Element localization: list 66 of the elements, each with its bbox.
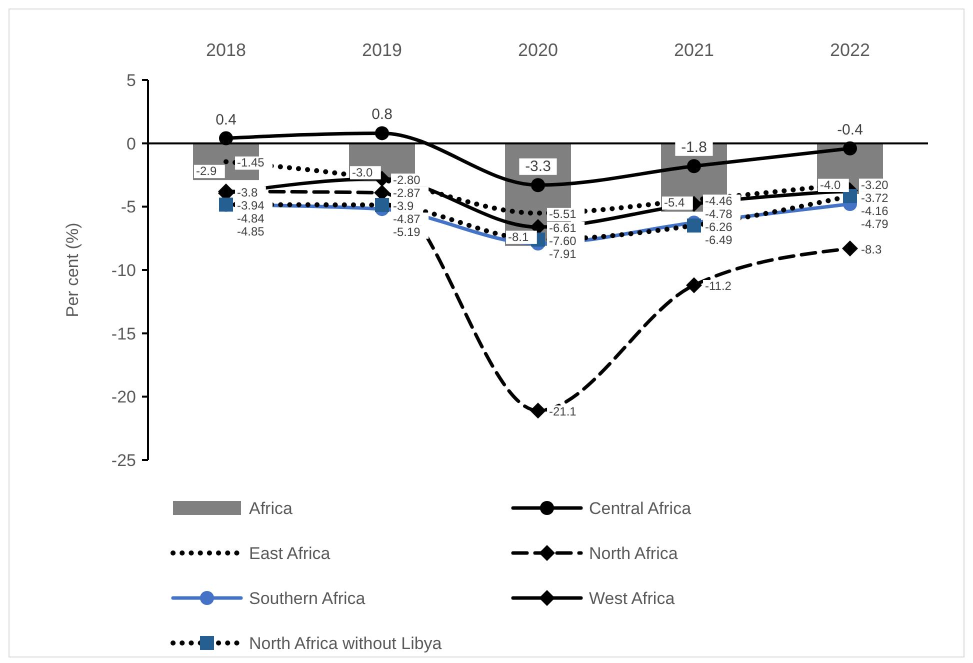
- data-label: -3.72: [861, 190, 889, 205]
- data-label: -4.84: [237, 211, 265, 226]
- data-label: -2.9: [196, 164, 218, 178]
- data-label: -8.1: [508, 230, 530, 244]
- x-tick-label: 2019: [362, 40, 402, 60]
- point: [219, 131, 233, 146]
- data-label: -3.8: [237, 185, 258, 200]
- y-tick-label: -25: [111, 451, 136, 470]
- data-label: -4.46: [705, 194, 733, 208]
- legend-label: Central Africa: [589, 499, 692, 518]
- point: [687, 218, 701, 233]
- legend-label: North Africa without Libya: [249, 634, 442, 653]
- y-tick-label: -20: [111, 388, 136, 407]
- data-label: -21.1: [549, 404, 577, 419]
- point: [375, 126, 389, 140]
- point: [375, 198, 389, 212]
- point: [687, 159, 701, 174]
- data-label: -4.78: [705, 206, 733, 221]
- point: [531, 178, 545, 192]
- data-label: -8.3: [861, 242, 882, 256]
- data-label: -7.91: [549, 247, 577, 262]
- x-tick-label: 2020: [518, 40, 558, 60]
- point: [843, 141, 857, 156]
- data-label: -3.20: [861, 178, 889, 192]
- data-label: -3.3: [525, 158, 551, 176]
- data-label: -3.94: [237, 198, 265, 212]
- data-label: -0.4: [837, 121, 863, 138]
- data-label: -4.79: [861, 216, 889, 231]
- point: [530, 402, 546, 419]
- data-label: -3.0: [352, 165, 374, 180]
- x-tick-label: 2018: [206, 40, 246, 60]
- data-label: -3.9: [393, 198, 414, 213]
- point: [842, 240, 858, 256]
- data-label: -1.8: [681, 139, 707, 156]
- y-tick-label: -5: [120, 198, 136, 217]
- data-label: 0.4: [216, 111, 236, 128]
- data-label: -2.80: [393, 172, 421, 187]
- y-tick-label: 0: [126, 134, 136, 154]
- x-tick-label: 2021: [674, 40, 714, 60]
- data-label: -5.4: [664, 196, 686, 210]
- legend-label: Africa: [249, 499, 293, 518]
- data-label: -4.16: [861, 204, 889, 218]
- data-label: -2.87: [393, 186, 421, 200]
- legend-label: North Africa: [589, 544, 678, 563]
- data-label: 0.8: [372, 106, 392, 124]
- data-label: -4.85: [237, 224, 265, 238]
- data-label: -6.26: [705, 220, 733, 234]
- data-label: -4.0: [820, 178, 842, 192]
- y-tick-label: -10: [111, 261, 136, 280]
- legend-label: West Africa: [589, 589, 676, 608]
- y-tick-label: 5: [126, 71, 136, 90]
- data-label: -4.87: [393, 212, 421, 226]
- data-label: -5.19: [393, 224, 421, 239]
- data-label: -6.61: [549, 221, 577, 236]
- data-label: -11.2: [705, 279, 732, 294]
- legend-label: East Africa: [249, 544, 331, 563]
- y-tick-label: -15: [111, 324, 136, 344]
- data-label: -5.51: [549, 207, 577, 222]
- legend-label: Southern Africa: [249, 589, 366, 608]
- data-label: -1.45: [237, 156, 265, 170]
- point: [686, 277, 702, 294]
- y-axis-title: Per cent (%): [63, 222, 82, 318]
- point: [843, 189, 857, 204]
- data-label: -6.49: [705, 232, 733, 247]
- x-tick-label: 2022: [830, 40, 870, 60]
- data-label: -7.60: [549, 234, 577, 248]
